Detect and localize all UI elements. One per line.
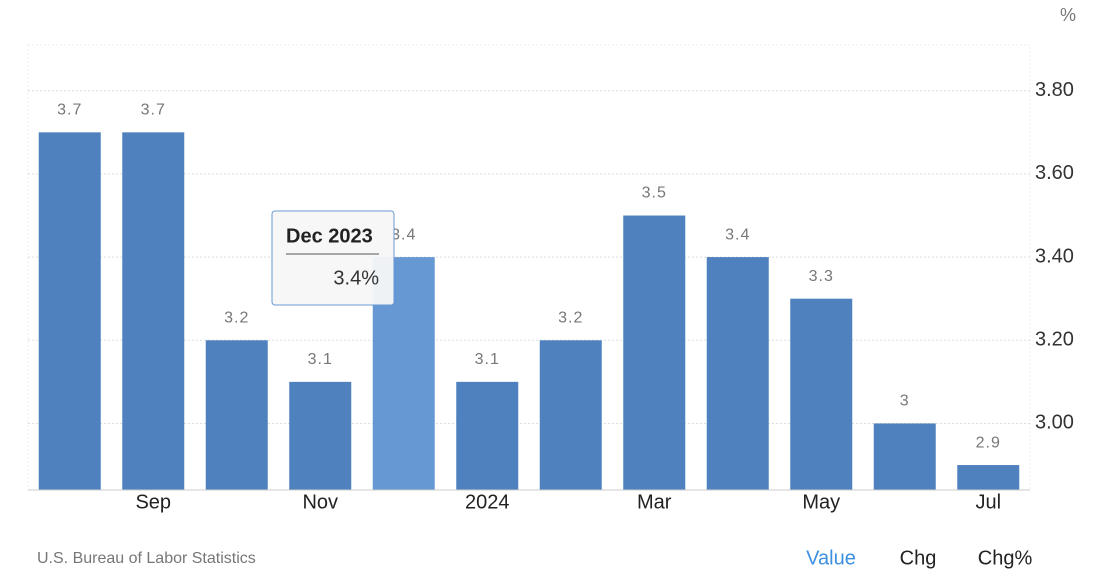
data-label: 3.3 — [809, 268, 834, 285]
bar — [706, 257, 769, 490]
data-label: 2.9 — [976, 434, 1001, 451]
x-tick-label: Nov — [302, 491, 338, 513]
tooltip-box — [271, 210, 395, 306]
data-label: 3.5 — [642, 185, 667, 202]
data-label: 3.4 — [725, 226, 750, 243]
chg-button[interactable]: Chg — [900, 547, 937, 569]
bar — [456, 381, 519, 490]
y-tick-label: 3.00 — [1035, 412, 1074, 434]
x-tick-label: Jul — [975, 491, 1001, 513]
x-tick-label: Mar — [637, 491, 672, 513]
bar — [790, 298, 853, 490]
data-label: 3.7 — [141, 102, 166, 119]
chg-percent-button[interactable]: Chg% — [978, 547, 1033, 569]
bar — [623, 215, 686, 490]
value-button[interactable]: Value — [806, 547, 856, 569]
data-label: 3.7 — [57, 102, 82, 119]
bar — [122, 132, 185, 491]
bar — [38, 132, 101, 491]
bar — [289, 381, 352, 490]
bar — [205, 340, 268, 490]
bar — [539, 340, 602, 490]
y-tick-label: 3.40 — [1035, 245, 1074, 267]
y-tick-label: 3.80 — [1035, 79, 1074, 101]
x-tick-label: 2024 — [465, 491, 510, 513]
y-tick-label: 3.60 — [1035, 162, 1074, 184]
data-label: 3.2 — [224, 309, 249, 326]
tooltip-title: Dec 2023 — [286, 225, 373, 247]
tooltip-value: 3.4% — [333, 267, 379, 289]
tooltip: Dec 2023 3.4% — [271, 210, 395, 306]
data-label: 3.1 — [308, 351, 333, 368]
x-tick-label: Sep — [135, 491, 171, 513]
y-tick-label: 3.20 — [1035, 329, 1074, 351]
data-label: 3.1 — [475, 351, 500, 368]
data-label: 3.4 — [391, 226, 416, 243]
unit-label: % — [1060, 5, 1076, 25]
source: U.S. Bureau of Labor Statistics — [37, 550, 256, 567]
data-label: 3 — [900, 393, 910, 410]
data-label: 3.2 — [558, 309, 583, 326]
bar — [873, 423, 936, 490]
bar — [957, 465, 1020, 490]
x-tick-label: May — [802, 491, 840, 513]
